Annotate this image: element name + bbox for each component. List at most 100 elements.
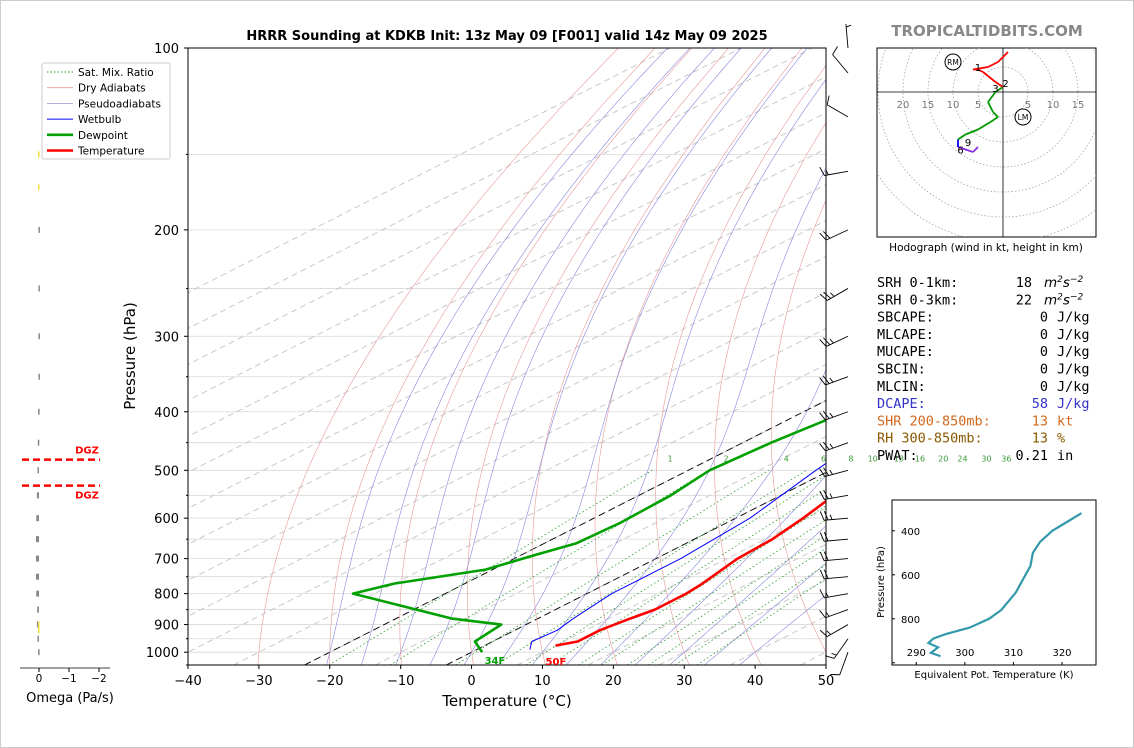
omega-bar (36, 515, 39, 522)
omega-bar (38, 226, 40, 233)
theta-x-tick-label: 310 (1004, 648, 1023, 659)
stat-value: 0 (1040, 327, 1048, 343)
moist-adiabat (669, 525, 826, 665)
hodograph-ring-label: 20 (897, 100, 910, 111)
stat-unit: m2s−2 (1044, 275, 1083, 291)
wind-barb (819, 532, 849, 542)
x-tick-label: 10 (534, 674, 551, 689)
y-tick-label: 800 (154, 588, 179, 603)
hodograph-segment (995, 86, 1004, 93)
hodograph-height-label: 9 (965, 138, 971, 149)
wind-barb (830, 652, 849, 676)
theta-e-line (926, 512, 1082, 658)
hodograph-segment (992, 111, 999, 118)
moist-adiabat (739, 594, 826, 665)
hodograph-ring-label: 10 (1047, 100, 1060, 111)
moist-adiabat (497, 48, 808, 665)
dry-adiabat (594, 48, 803, 665)
y-tick-label: 1000 (146, 646, 179, 661)
stat-label: SRH 0-1km: (877, 275, 958, 291)
omega-bar (36, 536, 39, 543)
barb-flag (823, 231, 831, 239)
wind-barb (819, 335, 849, 347)
stats-panel: SRH 0-1km: 18 m2s−2 SRH 0-3km: 22 m2s−2 SBCAPE… (877, 275, 1090, 464)
stat-label: SBCAPE: (877, 310, 934, 326)
skewt-axes: −40 −30 −20 −10 0 10 20 30 40 50 100 200 300 400 500 60… (146, 42, 834, 689)
moist-adiabat (429, 48, 742, 665)
barb-half-flag (829, 412, 834, 418)
x-tick-label: 0 (467, 674, 475, 689)
hodograph-plot: 20 15 10 5 5 10 15 1 23 69 RM LM (877, 48, 1096, 237)
hodograph-segment (987, 61, 999, 68)
stat-value: 0.21 (1015, 448, 1048, 464)
barb-flag (819, 532, 825, 542)
isotherm-line (188, 327, 826, 653)
dry-adiabat (466, 48, 729, 665)
hodograph-segment (972, 146, 979, 153)
omega-marker (38, 151, 40, 158)
theta-x-tick-label: 320 (1052, 648, 1071, 659)
wind-barb (819, 441, 849, 452)
surface-temp-label: 50F (546, 657, 567, 668)
hodograph-ring-label: 15 (1072, 100, 1085, 111)
stat-label: RH 300-850mb: (877, 431, 983, 447)
barb-half-flag (829, 514, 833, 520)
wind-barb (826, 95, 849, 118)
stat-value: 22 (1016, 292, 1032, 308)
barb-flag (823, 551, 829, 561)
mixing-ratio-label: 16 (915, 455, 925, 464)
mixing-ratio-line (525, 474, 826, 665)
isotherm-line (188, 112, 826, 437)
barb-flag (823, 291, 831, 299)
stat-unit: J/kg (1057, 379, 1090, 395)
y-tick-label: 400 (154, 406, 179, 421)
hodograph-segment (990, 116, 999, 123)
barb-flag (819, 569, 825, 579)
omega-axis-label: Omega (Pa/s) (26, 691, 114, 706)
hodograph-height-label: 1 (975, 63, 981, 74)
stat-label: MLCIN: (877, 379, 926, 395)
legend-label: Dewpoint (78, 130, 128, 142)
dry-adiabat (770, 199, 826, 653)
temperature-line (555, 499, 826, 647)
barb-half-flag (830, 292, 835, 297)
barb-flag (825, 655, 835, 659)
omega-bar (38, 285, 40, 292)
wetbulb-line (529, 462, 826, 650)
omega-bar (36, 555, 39, 562)
mixing-ratio-label: 20 (938, 455, 948, 464)
hodograph-segment (972, 66, 989, 71)
stat-label: DCAPE: (877, 396, 926, 412)
stat-unit: J/kg (1057, 396, 1090, 412)
omega-marker (38, 184, 40, 191)
barb-half-flag (829, 338, 834, 344)
wind-barbs (819, 24, 852, 676)
theta-y-tick-label: 800 (901, 615, 920, 626)
x-tick-label: 30 (676, 674, 693, 689)
barb-half-flag (829, 493, 833, 499)
mixing-ratio-label: 2 (724, 455, 729, 464)
y-axis-label: Pressure (hPa) (121, 302, 139, 410)
mixing-ratio-label: 4 (784, 455, 789, 464)
theta-plot (926, 512, 1082, 658)
wind-barb (819, 410, 849, 421)
wind-barb (819, 551, 849, 562)
storm-motion-rm-label: RM (947, 58, 959, 67)
omega-bar (36, 590, 39, 597)
barb-flag (832, 46, 838, 55)
mixing-ratio-label: 36 (1001, 455, 1011, 464)
hodograph-segment (977, 121, 991, 131)
isotherm-line (188, 291, 826, 617)
dry-adiabat (531, 48, 766, 665)
hodograph-height-label: 6 (957, 146, 963, 157)
wind-barb (819, 467, 849, 477)
barb-staff (824, 469, 849, 477)
y-tick-label: 900 (154, 619, 179, 634)
stat-unit: J/kg (1057, 362, 1090, 378)
barb-half-flag (825, 592, 829, 598)
barb-flag (819, 551, 825, 561)
dry-adiabat (399, 48, 692, 665)
omega-bar (36, 573, 39, 580)
barb-flag (823, 532, 829, 542)
